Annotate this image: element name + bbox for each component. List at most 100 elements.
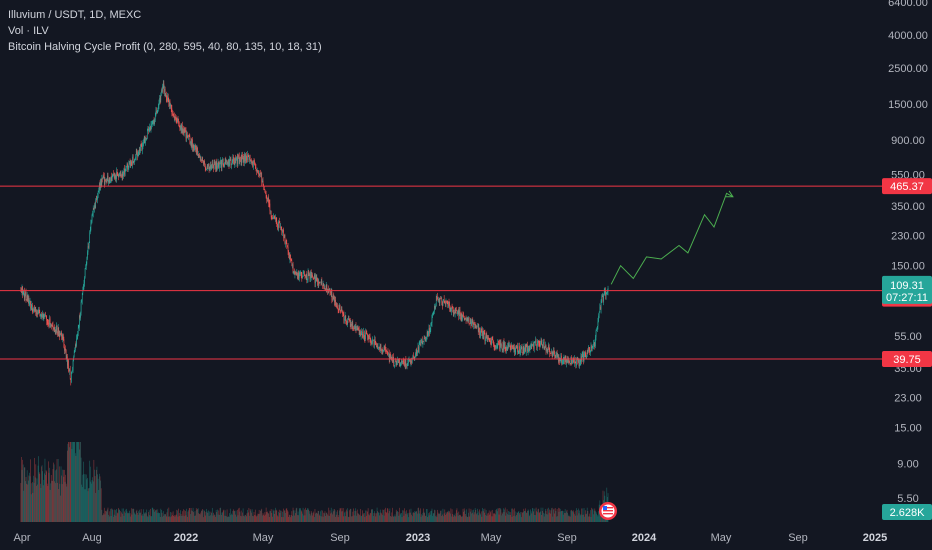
candle-body (586, 350, 588, 357)
volume-bar (418, 513, 420, 522)
volume-bar (79, 442, 81, 522)
candle-body (212, 163, 214, 165)
volume-bar (142, 514, 143, 522)
volume-bar (518, 511, 520, 522)
volume-bar (446, 512, 448, 522)
volume-bar (222, 510, 224, 522)
candle-body (300, 272, 301, 274)
volume-bar (218, 510, 220, 522)
candle-body (140, 144, 142, 146)
volume-bar (593, 510, 595, 522)
candle-body (249, 156, 250, 160)
volume-bar (197, 508, 199, 522)
volume-bar (591, 507, 592, 522)
volume-bar (587, 510, 589, 522)
candle-body (432, 311, 434, 314)
candle-body (396, 360, 398, 366)
candle-body (28, 297, 29, 302)
volume-bar (50, 475, 52, 522)
candle-body (599, 306, 601, 313)
volume-bar (67, 443, 69, 522)
volume-bar (429, 514, 431, 522)
candle-body (76, 335, 78, 339)
volume-bar (543, 516, 545, 522)
candle-body (461, 314, 463, 320)
x-axis[interactable]: Apr Aug 2022 May Sep 2023 May Sep 2024 May Sep 2025 (13, 532, 887, 544)
y-tick-label: 4000.00 (888, 30, 928, 42)
candle-body (268, 197, 269, 204)
candle-body (451, 307, 452, 312)
candle-body (448, 302, 450, 304)
volume-bar (496, 508, 497, 522)
candle-body (381, 349, 382, 352)
volume-bar (540, 507, 542, 522)
candle-body (308, 271, 309, 275)
candle-body (480, 329, 482, 333)
volume-bar (479, 513, 481, 522)
candle-body (437, 299, 439, 300)
volume-indicator-label[interactable]: Vol · ILV (8, 25, 49, 37)
volume-bar (172, 511, 174, 522)
volume-bar (220, 514, 222, 522)
volume-bar (261, 508, 263, 522)
volume-bar (424, 515, 426, 522)
candle-body (564, 356, 566, 360)
volume-bar (538, 508, 539, 522)
candle-body (481, 332, 483, 336)
candle-body (119, 172, 120, 175)
volume-bar (401, 517, 403, 522)
volume-bar (279, 512, 281, 522)
candle-body (463, 316, 465, 320)
candle-body (229, 158, 231, 160)
candle-body (419, 343, 421, 345)
candle-body (126, 166, 127, 168)
volume-bar (81, 487, 83, 522)
countdown-label: 07:27:11 (886, 292, 928, 304)
candle-body (208, 163, 209, 167)
volume-bar (51, 480, 53, 522)
volume-bar (293, 510, 295, 522)
projection-path[interactable] (610, 192, 734, 285)
volume-bar (486, 515, 488, 522)
candle-body (228, 160, 230, 166)
volume-bar (157, 509, 159, 522)
candle-body (434, 306, 435, 312)
candle-body (270, 210, 272, 218)
candle-body (123, 168, 125, 174)
volume-bar (289, 515, 291, 522)
candle-body (475, 324, 477, 327)
volume-bar (492, 516, 494, 522)
volume-bar (273, 513, 275, 522)
volume-bar (297, 511, 299, 522)
candle-body (151, 124, 153, 125)
candle-body (598, 315, 599, 322)
indicator-label[interactable]: Bitcoin Halving Cycle Profit (0, 280, 59… (8, 41, 322, 53)
x-tick-label: Apr (13, 532, 30, 544)
candle-body (581, 354, 583, 361)
us-flag-canton (603, 506, 607, 510)
volume-bar (90, 481, 92, 522)
volume-bar (342, 508, 344, 522)
volume-bar (137, 512, 138, 522)
candle-body (314, 274, 315, 279)
candle-body (360, 331, 361, 336)
candle-body (34, 308, 35, 312)
candle-body (440, 297, 442, 299)
candle-body (473, 322, 475, 325)
volume-bar (327, 515, 329, 522)
symbol-title[interactable]: Illuvium / USDT, 1D, MEXC (8, 9, 142, 21)
volume-bar (130, 516, 132, 522)
volume-bar (348, 517, 350, 522)
candle-body (299, 273, 301, 275)
volume-bar (494, 514, 496, 522)
candle-body (392, 357, 393, 362)
candle-body (292, 264, 294, 274)
volume-bar (404, 508, 405, 522)
volume-bar (488, 510, 490, 522)
candle-body (434, 306, 436, 309)
y-tick-label: 23.00 (894, 392, 922, 404)
candle-body (101, 178, 103, 184)
